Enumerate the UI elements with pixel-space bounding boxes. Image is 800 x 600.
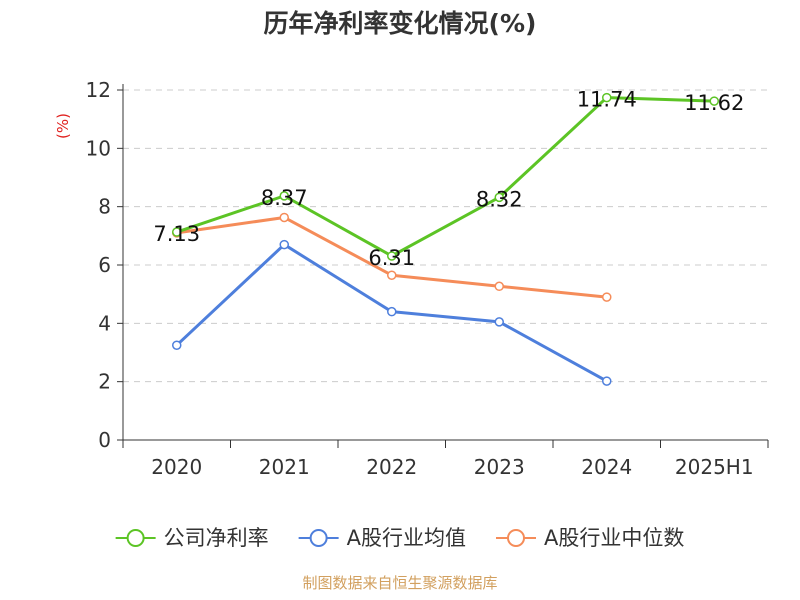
legend-marker <box>507 529 525 547</box>
data-point <box>172 340 182 350</box>
y-tick-label: 6 <box>98 253 111 277</box>
data-point <box>494 192 504 203</box>
y-tick-label: 10 <box>86 136 111 160</box>
chart-title: 历年净利率变化情况(%) <box>264 9 537 38</box>
legend-item-0: 公司净利率 <box>115 526 269 550</box>
data-labels: 7.13 8.37 6.31 8.32 11.74 11.62 <box>153 88 744 270</box>
legend-label: A股行业均值 <box>347 526 466 550</box>
x-tick-label: 2020 <box>151 455 202 479</box>
data-label: 8.32 <box>476 187 523 211</box>
data-label: 7.13 <box>153 222 200 246</box>
legend-label: 公司净利率 <box>164 526 269 550</box>
x-tick-label: 2025H1 <box>675 455 754 479</box>
series-1 <box>172 239 612 386</box>
data-point <box>494 317 504 327</box>
y-tick-label: 12 <box>86 78 111 102</box>
x-tick-label: 2024 <box>581 455 632 479</box>
data-point <box>279 212 289 223</box>
series-0 <box>172 92 719 261</box>
y-axis-unit-label: (%) <box>54 113 72 139</box>
data-point <box>602 376 612 386</box>
y-tick-label: 8 <box>98 195 111 219</box>
data-point <box>387 270 397 280</box>
legend: 公司净利率 A股行业均值 A股行业中位数 <box>115 526 684 550</box>
legend-label: A股行业中位数 <box>544 526 684 550</box>
data-label: 11.74 <box>577 88 637 112</box>
data-point <box>387 251 397 261</box>
data-point <box>279 191 289 201</box>
data-label: 11.62 <box>684 91 744 115</box>
y-tick-label: 4 <box>98 311 111 335</box>
legend-item-1: A股行业均值 <box>298 526 466 550</box>
legend-item-2: A股行业中位数 <box>496 526 684 550</box>
axes: 0 2 4 6 8 10 12 2020 2021 2022 2023 2024 2025H1 <box>86 78 769 479</box>
data-point <box>494 281 504 292</box>
legend-marker <box>126 529 145 547</box>
x-tick-label: 2022 <box>366 455 417 479</box>
y-tick-label: 2 <box>98 370 111 394</box>
data-point <box>387 306 397 317</box>
series-line <box>176 96 715 258</box>
x-tick-label: 2023 <box>474 455 525 479</box>
data-point <box>279 239 289 250</box>
legend-marker <box>309 529 328 547</box>
data-point <box>602 92 612 103</box>
data-label: 8.37 <box>261 186 308 210</box>
data-point <box>709 96 719 106</box>
y-tick-label: 0 <box>98 428 111 452</box>
series-lines <box>172 92 719 386</box>
x-tick-label: 2021 <box>259 455 310 479</box>
series-2 <box>172 212 612 302</box>
data-point <box>602 292 612 302</box>
grid-lines <box>123 89 768 383</box>
data-source-note: 制图数据来自恒生聚源数据库 <box>302 574 497 592</box>
data-point <box>172 227 182 237</box>
data-label: 6.31 <box>368 246 415 270</box>
